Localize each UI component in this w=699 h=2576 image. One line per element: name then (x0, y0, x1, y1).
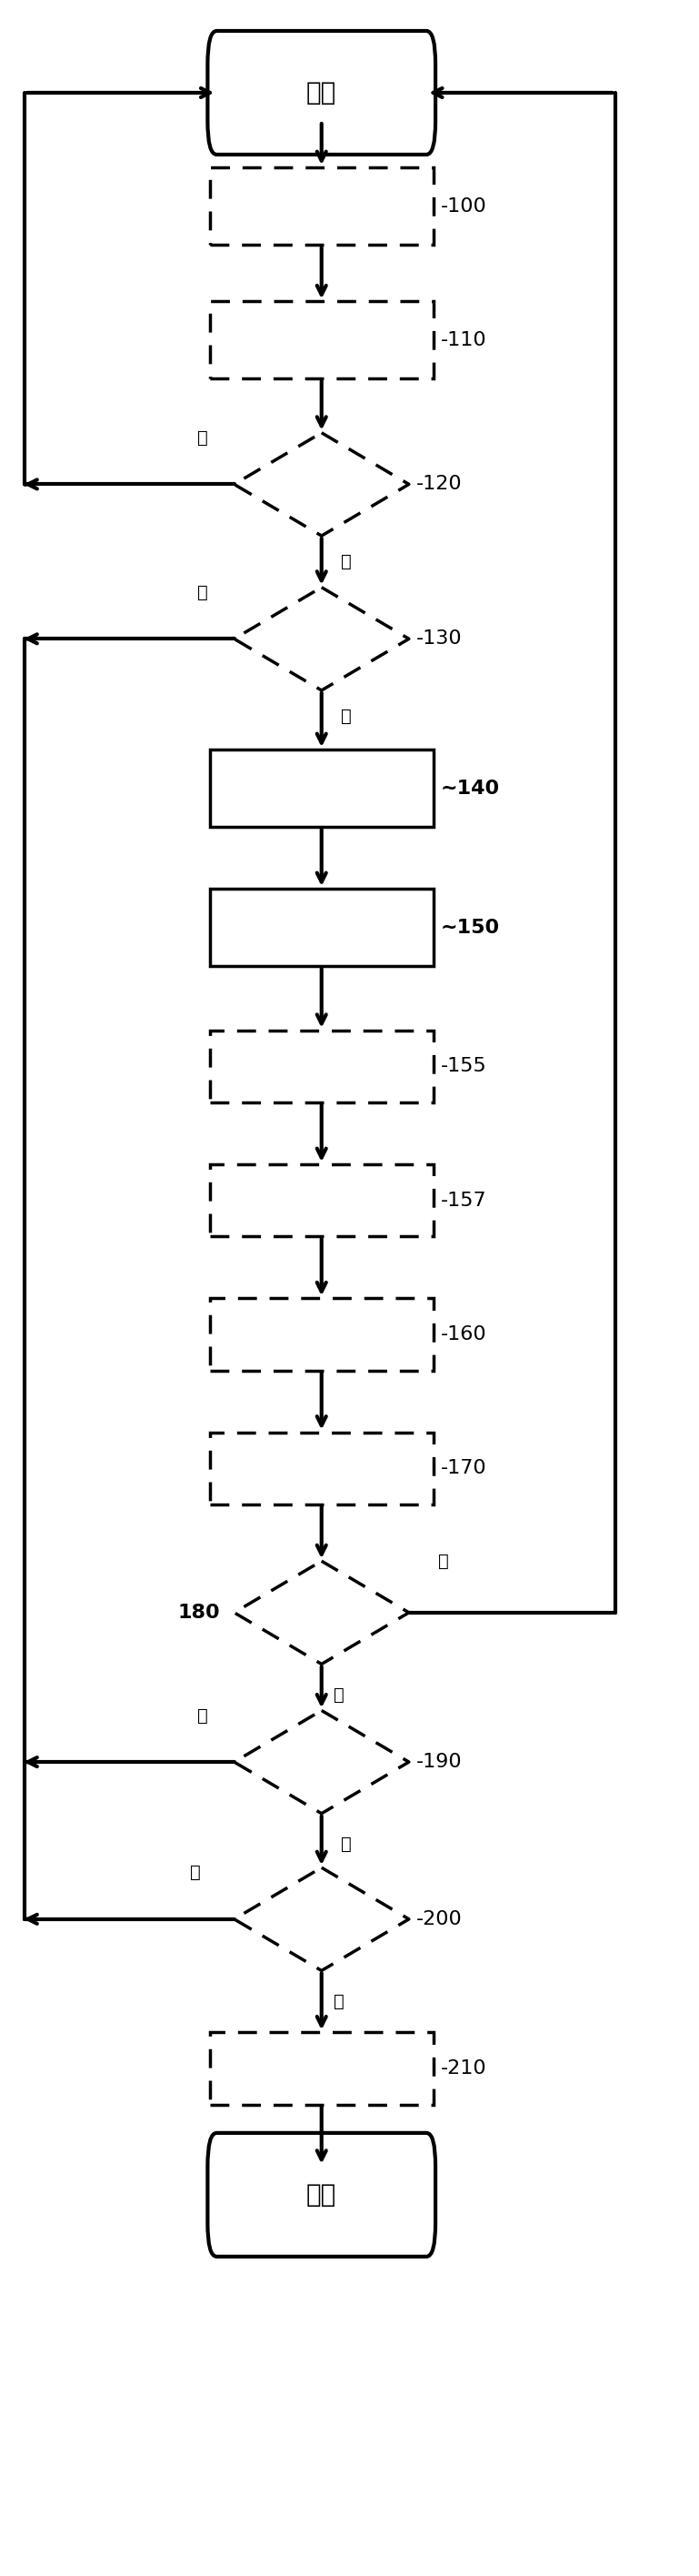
Polygon shape (234, 1561, 409, 1664)
Text: -130: -130 (416, 629, 462, 649)
Text: -160: -160 (440, 1324, 487, 1345)
Text: -210: -210 (440, 2058, 487, 2079)
Bar (210, 167, 433, 245)
Text: -200: -200 (416, 1909, 462, 1929)
Text: -100: -100 (440, 196, 487, 216)
Polygon shape (234, 1868, 409, 1971)
Bar (210, 1164, 433, 1236)
Text: 是: 是 (340, 708, 352, 724)
FancyBboxPatch shape (208, 31, 435, 155)
Text: -155: -155 (440, 1056, 487, 1077)
Text: 180: 180 (178, 1602, 220, 1623)
Text: 是: 是 (190, 1865, 201, 1880)
Text: 是: 是 (438, 1553, 449, 1569)
Text: ~140: ~140 (440, 778, 500, 799)
Text: -120: -120 (416, 474, 462, 495)
Bar (210, 1432, 433, 1504)
Text: 结束: 结束 (306, 2182, 337, 2208)
Text: 否: 否 (333, 1687, 345, 1703)
Text: -110: -110 (440, 330, 487, 350)
Polygon shape (234, 587, 409, 690)
FancyBboxPatch shape (208, 2133, 435, 2257)
Text: -157: -157 (440, 1190, 487, 1211)
Bar (210, 750, 433, 827)
Text: 是: 是 (340, 554, 352, 569)
Polygon shape (234, 1710, 409, 1814)
Text: 否: 否 (197, 430, 208, 446)
Text: ~150: ~150 (440, 917, 500, 938)
Polygon shape (234, 433, 409, 536)
Text: 否: 否 (197, 1708, 208, 1723)
Text: -190: -190 (416, 1752, 462, 1772)
Bar (210, 1298, 433, 1370)
Bar (210, 1030, 433, 1103)
Text: -170: -170 (440, 1458, 487, 1479)
Bar (210, 301, 433, 379)
Text: 否: 否 (197, 585, 208, 600)
Text: 是: 是 (340, 1837, 352, 1852)
Bar (210, 889, 433, 966)
Bar (210, 2032, 433, 2105)
Text: 否: 否 (333, 1994, 345, 2009)
Text: 开始: 开始 (306, 80, 337, 106)
